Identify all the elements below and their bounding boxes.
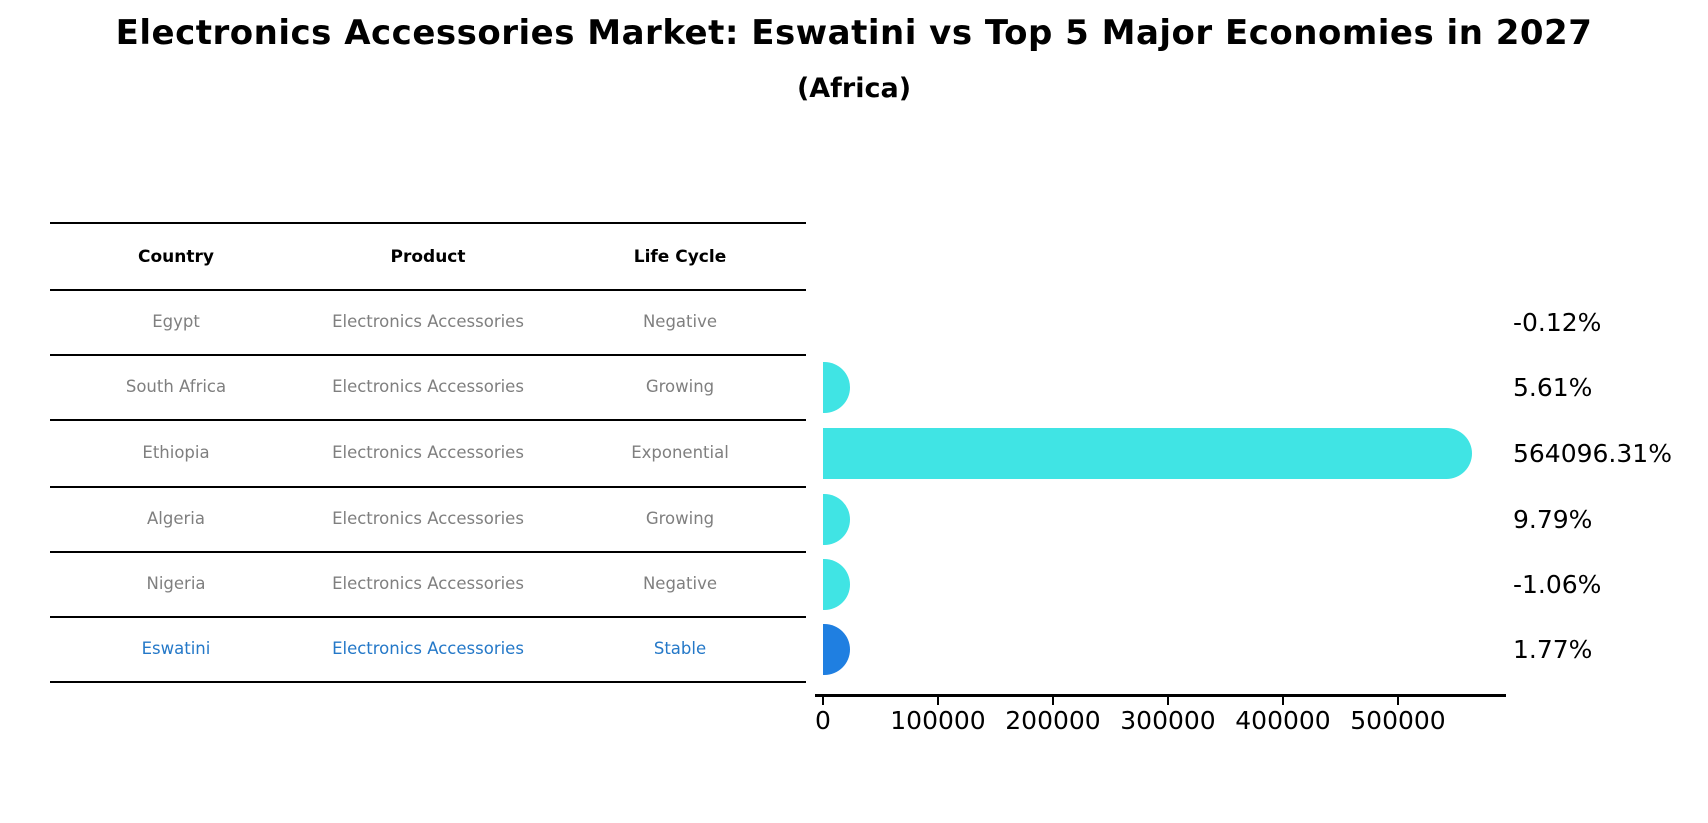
chart-title: Electronics Accessories Market: Eswatini…	[115, 13, 1593, 53]
x-axis-tick-label: 100000	[890, 706, 986, 735]
x-axis-tick-label: 0	[815, 706, 831, 735]
table-cell-product: Electronics Accessories	[332, 443, 524, 462]
bar-south-africa	[823, 362, 850, 413]
x-axis-line	[815, 694, 1506, 697]
column-header-country: Country	[138, 247, 214, 267]
x-axis-tick-label: 300000	[1120, 706, 1216, 735]
table-cell-product: Electronics Accessories	[332, 639, 524, 658]
table-cell-country: Egypt	[152, 312, 200, 331]
table-cell-country: South Africa	[125, 377, 227, 396]
table-cell-life-cycle: Growing	[645, 377, 715, 396]
table-rule	[50, 486, 806, 488]
x-axis-tick	[1282, 697, 1284, 705]
chart-subtitle: (Africa)	[796, 73, 912, 104]
column-header-life-cycle: Life Cycle	[633, 247, 727, 267]
table-cell-product: Electronics Accessories	[332, 312, 524, 331]
table-rule	[50, 551, 806, 553]
x-axis-tick-label: 200000	[1005, 706, 1101, 735]
table-rule	[50, 354, 806, 356]
bar-nigeria	[823, 559, 850, 610]
table-rule	[50, 222, 806, 224]
table-cell-product: Electronics Accessories	[332, 509, 524, 528]
bar-value-label-egypt: -0.12%	[1513, 307, 1602, 337]
bar-value-label-ethiopia: 564096.31%	[1513, 438, 1672, 468]
table-cell-product: Electronics Accessories	[332, 377, 524, 396]
table-cell-life-cycle: Negative	[642, 574, 718, 593]
x-axis-tick-label: 500000	[1350, 706, 1446, 735]
table-rule	[50, 616, 806, 618]
table-rule	[50, 681, 806, 683]
table-cell-country: Ethiopia	[142, 443, 210, 462]
x-axis-tick	[1167, 697, 1169, 705]
table-cell-country: Eswatini	[141, 639, 211, 658]
bar-value-label-eswatini: 1.77%	[1513, 634, 1593, 664]
table-cell-product: Electronics Accessories	[332, 574, 524, 593]
table-cell-life-cycle: Exponential	[631, 443, 729, 462]
table-cell-country: Algeria	[147, 509, 205, 528]
x-axis-tick	[937, 697, 939, 705]
bar-value-label-nigeria: -1.06%	[1513, 569, 1602, 599]
x-axis-tick-label: 400000	[1235, 706, 1331, 735]
bar-ethiopia	[823, 428, 1472, 479]
table-cell-country: Nigeria	[146, 574, 206, 593]
table-cell-life-cycle: Stable	[653, 639, 707, 658]
table-cell-life-cycle: Negative	[642, 312, 718, 331]
x-axis-tick	[1397, 697, 1399, 705]
table-rule	[50, 419, 806, 421]
bar-value-label-algeria: 9.79%	[1513, 504, 1593, 534]
column-header-product: Product	[390, 247, 466, 267]
bar-eswatini	[823, 624, 850, 675]
bar-value-label-south-africa: 5.61%	[1513, 372, 1593, 402]
x-axis-tick	[1052, 697, 1054, 705]
table-rule	[50, 289, 806, 291]
table-cell-life-cycle: Growing	[645, 509, 715, 528]
x-axis-tick	[822, 697, 824, 705]
bar-algeria	[823, 494, 850, 545]
